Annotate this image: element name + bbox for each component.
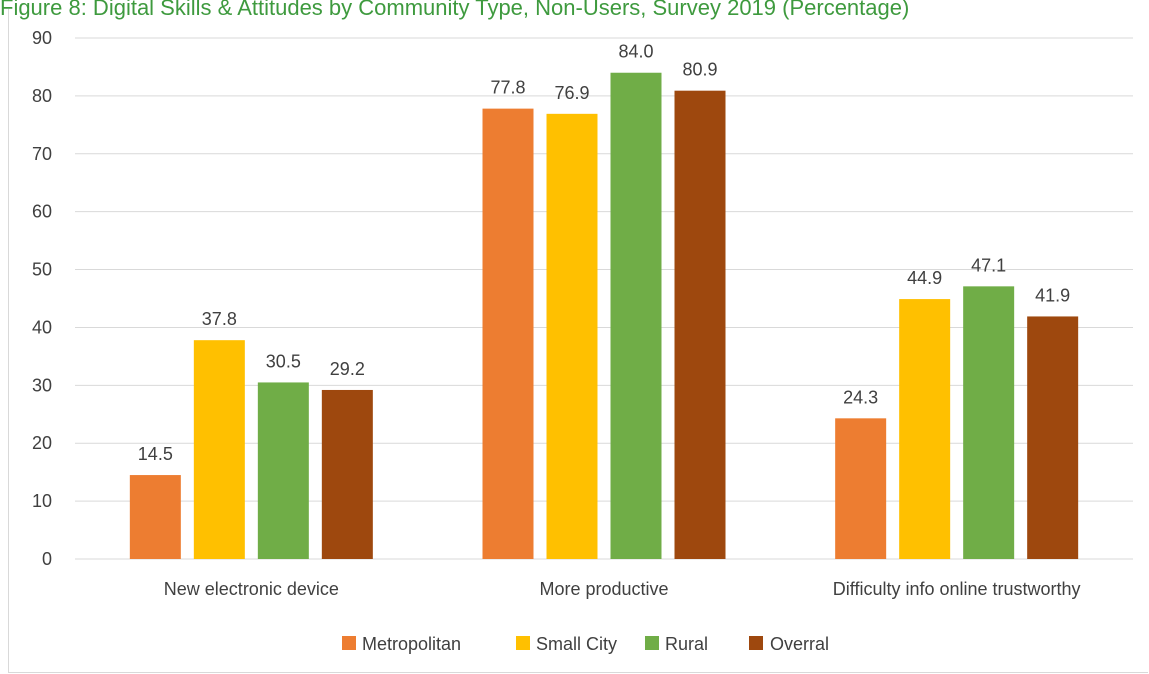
- bar-metropolitan: [482, 108, 534, 559]
- y-tick-label: 70: [32, 144, 52, 164]
- bar-overral: [674, 90, 726, 559]
- bar-rural: [963, 286, 1015, 559]
- x-tick-label: Difficulty info online trustworthy: [833, 579, 1081, 599]
- bar-metropolitan: [129, 475, 181, 559]
- data-label: 47.1: [971, 255, 1006, 275]
- legend-label: Small City: [536, 634, 617, 654]
- data-label: 41.9: [1035, 285, 1070, 305]
- y-tick-label: 10: [32, 491, 52, 511]
- bar-overral: [1027, 316, 1079, 559]
- data-label: 37.8: [202, 309, 237, 329]
- data-label: 29.2: [330, 359, 365, 379]
- y-tick-label: 30: [32, 375, 52, 395]
- bar-small-city: [899, 299, 951, 559]
- chart-frame: [8, 9, 1148, 673]
- bar-metropolitan: [835, 418, 887, 559]
- bar-small-city: [193, 340, 245, 559]
- data-labels: 14.5 37.8 30.5 29.2 77.8 76.9 84.0 80.9 24.3 44.9…: [138, 42, 1070, 464]
- legend-label: Metropolitan: [362, 634, 461, 654]
- legend: Metropolitan Small City Rural Overral: [342, 634, 829, 654]
- legend-swatch: [516, 636, 530, 650]
- y-axis-ticks: 0 10 20 30 40 50 60 70 80 90: [32, 28, 52, 569]
- x-tick-label: More productive: [539, 579, 668, 599]
- legend-label: Rural: [665, 634, 708, 654]
- data-label: 80.9: [682, 60, 717, 80]
- data-label: 30.5: [266, 351, 301, 371]
- y-tick-label: 60: [32, 202, 52, 222]
- bar-rural: [610, 72, 662, 559]
- x-tick-label: New electronic device: [164, 579, 339, 599]
- bar-rural: [257, 382, 309, 559]
- bar-small-city: [546, 113, 598, 559]
- data-label: 84.0: [618, 42, 653, 62]
- data-label: 77.8: [490, 78, 525, 98]
- data-label: 14.5: [138, 444, 173, 464]
- legend-swatch: [342, 636, 356, 650]
- data-label: 44.9: [907, 268, 942, 288]
- bars: [129, 72, 1079, 559]
- bar-overral: [321, 389, 373, 559]
- data-label: 24.3: [843, 387, 878, 407]
- gridlines: [75, 37, 1133, 560]
- page-title: Figure 8: Digital Skills & Attitudes by …: [0, 0, 910, 20]
- y-tick-label: 50: [32, 260, 52, 280]
- x-axis-ticks: New electronic device More productive Diff…: [164, 579, 1081, 599]
- y-tick-label: 20: [32, 433, 52, 453]
- legend-swatch: [645, 636, 659, 650]
- y-tick-label: 40: [32, 317, 52, 337]
- y-tick-label: 90: [32, 28, 52, 48]
- legend-label: Overral: [770, 634, 829, 654]
- y-tick-label: 80: [32, 86, 52, 106]
- legend-swatch: [749, 636, 763, 650]
- y-tick-label: 0: [42, 549, 52, 569]
- data-label: 76.9: [554, 83, 589, 103]
